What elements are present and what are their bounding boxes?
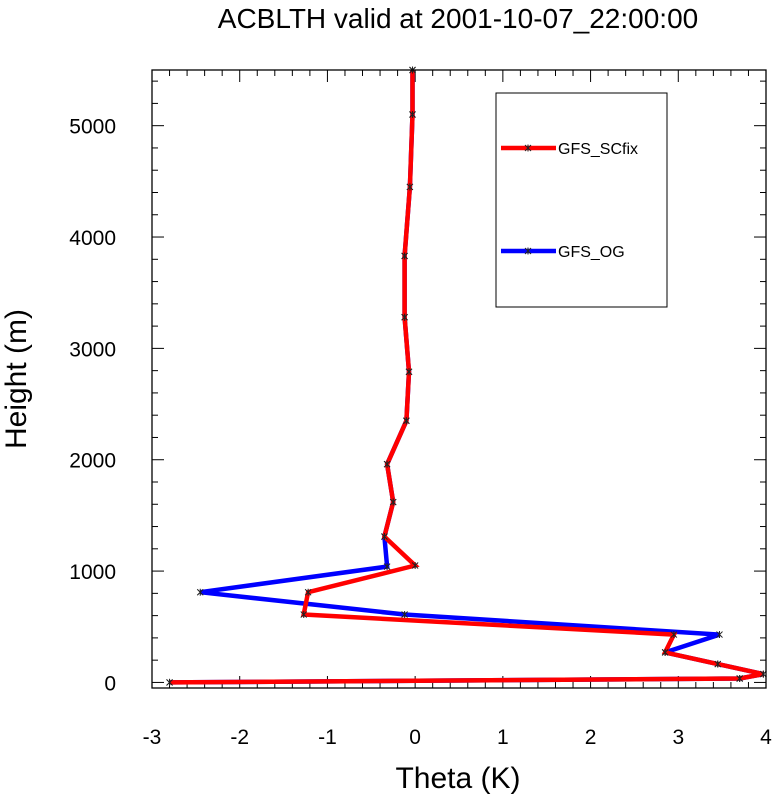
legend: GFS_SCfix GFS_OG: [495, 92, 668, 308]
legend-label: GFS_SCfix: [558, 141, 638, 158]
x-tick-label: 2: [585, 726, 597, 749]
y-tick-label: 2000: [69, 450, 116, 473]
chart-title: ACBLTH valid at 2001-10-07_22:00:00: [218, 3, 698, 34]
data-point-marker: [406, 183, 414, 191]
data-point-marker: [736, 675, 744, 683]
data-series: [166, 66, 767, 686]
x-tick-label: 3: [672, 726, 684, 749]
y-tick-label: 4000: [69, 227, 116, 250]
data-point-marker: [383, 460, 391, 468]
data-point-marker: [304, 588, 312, 596]
data-point-marker: [401, 611, 408, 619]
data-point-marker: [300, 611, 308, 619]
data-point-marker: [670, 631, 678, 639]
data-point-marker: [411, 562, 419, 570]
data-point-marker: [401, 252, 408, 260]
series-line-gfs-og: [169, 70, 764, 685]
plot-frame: [151, 69, 767, 689]
x-tick-label: -1: [318, 726, 337, 749]
legend-marker: [524, 247, 532, 255]
x-tick-label: 1: [497, 726, 509, 749]
legend-marker: [524, 144, 532, 152]
data-point-marker: [403, 417, 410, 425]
data-point-marker: [383, 563, 391, 571]
data-point-marker: [714, 660, 722, 668]
x-tick-label: 4: [760, 726, 772, 749]
y-tick-label: 0: [104, 672, 116, 695]
y-tick-label: 3000: [69, 338, 116, 361]
data-point-marker: [381, 533, 388, 541]
tick-labels: -3 -2 -1 0 1 2 3 4 0 1000 2000 3000 4000 5000: [69, 116, 772, 749]
data-point-marker: [389, 498, 397, 506]
y-tick-label: 1000: [69, 561, 116, 584]
data-point-marker: [405, 368, 413, 376]
y-axis-label: Height (m): [0, 309, 33, 449]
legend-entry: GFS_SCfix: [501, 141, 638, 158]
legend-label: GFS_OG: [558, 244, 625, 261]
legend-entry: GFS_OG: [501, 244, 625, 261]
x-tick-label: -2: [230, 726, 249, 749]
x-tick-label: -3: [143, 726, 162, 749]
series-line-gfs-scfix: [169, 70, 764, 685]
x-axis-label: Theta (K): [395, 762, 520, 795]
data-point-marker: [401, 313, 408, 321]
data-point-marker: [409, 111, 416, 119]
y-tick-label: 5000: [69, 116, 116, 139]
data-point-marker: [166, 678, 173, 686]
x-tick-label: 0: [409, 726, 421, 749]
data-point-marker: [716, 631, 723, 639]
legend-box: [495, 92, 668, 308]
data-point-marker: [196, 588, 204, 596]
data-point-marker: [661, 648, 669, 656]
